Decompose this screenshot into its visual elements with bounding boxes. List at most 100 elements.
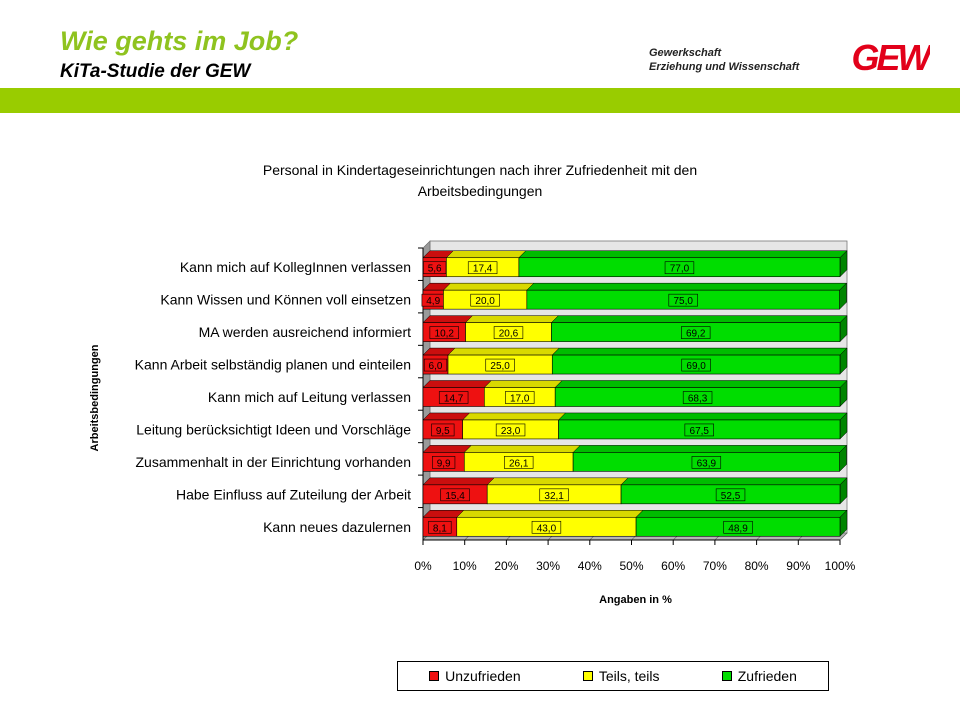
bar-segment-top bbox=[422, 412, 471, 421]
data-label-box bbox=[431, 423, 455, 437]
x-tick-label: 100% bbox=[825, 559, 856, 573]
data-label-box bbox=[681, 358, 711, 372]
data-label: 9,9 bbox=[437, 458, 451, 469]
bar-segment-top bbox=[422, 315, 474, 323]
bar-segment-top bbox=[422, 445, 472, 453]
bar-segment-teils-teils: 20,0 bbox=[442, 282, 535, 310]
org-name: Gewerkschaft Erziehung und Wissenschaft bbox=[649, 46, 799, 74]
bar-segment-top bbox=[422, 380, 492, 388]
legend-label-zufrieden: Zufrieden bbox=[737, 668, 797, 684]
x-axis-title: Angaben in % bbox=[599, 594, 672, 606]
data-label: 9,5 bbox=[436, 426, 450, 437]
x-tick-label: 70% bbox=[703, 559, 727, 573]
bar-segment-top bbox=[464, 315, 560, 323]
data-label: 68,3 bbox=[688, 394, 708, 405]
header-band bbox=[0, 88, 960, 113]
bar-segment-unzufrieden: 14,7 bbox=[422, 380, 492, 407]
bar-segment-unzufrieden: 15,4 bbox=[422, 477, 495, 505]
bar-segment-zufrieden: 48,9 bbox=[635, 509, 848, 537]
data-label-box bbox=[504, 456, 534, 469]
bar-segment-top bbox=[442, 282, 535, 291]
x-tick-label: 80% bbox=[745, 559, 769, 573]
data-label-box bbox=[428, 520, 452, 534]
data-label: 8,1 bbox=[433, 523, 447, 534]
bar-segment-unzufrieden: 8,1 bbox=[422, 510, 465, 537]
bar-segment-top bbox=[550, 315, 848, 323]
bar-segment-zufrieden: 77,0 bbox=[518, 250, 848, 278]
gew-logo: GEW bbox=[852, 37, 931, 78]
bar-segment-top bbox=[554, 380, 848, 388]
data-label-box bbox=[681, 326, 711, 339]
bar-segment-top bbox=[462, 412, 567, 421]
bar-segment-zufrieden: 63,9 bbox=[572, 444, 848, 472]
bar-segment-zufrieden: 69,2 bbox=[550, 315, 848, 343]
bar-segment-unzufrieden: 4,9 bbox=[421, 282, 452, 310]
bar-segment-zufrieden: 52,5 bbox=[620, 477, 848, 505]
data-label: 69,0 bbox=[686, 361, 706, 372]
data-label: 14,7 bbox=[444, 394, 464, 405]
bar-segment-teils-teils: 17,4 bbox=[445, 250, 527, 278]
data-label: 77,0 bbox=[670, 264, 690, 275]
gew-logo-text: GEW bbox=[852, 37, 931, 78]
x-tick-label: 40% bbox=[578, 559, 602, 573]
bar-segment-top bbox=[445, 250, 527, 258]
data-label: 10,2 bbox=[435, 329, 455, 340]
data-label: 25,0 bbox=[490, 361, 510, 372]
data-label: 26,1 bbox=[509, 458, 529, 469]
x-tick-label: 60% bbox=[661, 559, 685, 573]
data-label: 69,2 bbox=[686, 329, 706, 340]
data-label: 75,0 bbox=[673, 296, 693, 307]
data-label: 67,5 bbox=[690, 426, 710, 437]
bar-segment-zufrieden: 75,0 bbox=[526, 282, 848, 310]
legend-item-teils: Teils, teils bbox=[582, 668, 660, 684]
org-name-line1: Gewerkschaft bbox=[649, 47, 722, 59]
bar-segment-top bbox=[447, 347, 560, 356]
x-tick-label: 50% bbox=[619, 559, 643, 573]
page-subtitle: KiTa-Studie der GEW bbox=[60, 61, 251, 82]
bar-segment-teils-teils: 26,1 bbox=[463, 445, 581, 472]
x-tick-label: 0% bbox=[414, 559, 432, 573]
bar-segment-teils-teils: 17,0 bbox=[483, 380, 563, 407]
category-label: Leitung berücksichtigt Ideen und Vorschl… bbox=[136, 421, 411, 437]
bar-segment-top bbox=[620, 477, 848, 486]
data-label-box bbox=[467, 261, 498, 275]
x-tick-label: 10% bbox=[453, 559, 477, 573]
data-label-box bbox=[505, 391, 535, 404]
data-label: 20,6 bbox=[499, 329, 519, 340]
chart-legend: Unzufrieden Teils, teils Zufrieden bbox=[397, 661, 829, 691]
bar-segment-unzufrieden: 9,5 bbox=[422, 412, 471, 440]
bar-segment-top bbox=[422, 477, 495, 486]
data-label-box bbox=[691, 456, 722, 469]
x-tick-label: 30% bbox=[536, 559, 560, 573]
data-label: 5,6 bbox=[428, 264, 442, 275]
category-label: Habe Einfluss auf Zuteilung der Arbeit bbox=[176, 486, 411, 502]
bar-segment-top bbox=[526, 282, 848, 291]
legend-swatch-unzufrieden bbox=[429, 671, 440, 681]
data-label: 6,0 bbox=[429, 361, 443, 372]
bar-segment-top bbox=[463, 445, 581, 453]
category-label: Kann Wissen und Können voll einsetzen bbox=[160, 292, 411, 308]
data-label-box bbox=[682, 391, 713, 404]
bar-segment-zufrieden: 68,3 bbox=[554, 379, 848, 408]
data-label: 20,0 bbox=[475, 296, 495, 307]
data-label-box bbox=[723, 520, 753, 534]
bar-segment-top bbox=[456, 510, 644, 518]
chart-title: Personal in Kindertageseinrichtungen nac… bbox=[180, 160, 780, 202]
bar-segment-top bbox=[483, 380, 563, 388]
bar-segment-teils-teils: 23,0 bbox=[462, 412, 567, 440]
category-label: Kann mich auf Leitung verlassen bbox=[208, 389, 411, 405]
data-label-box bbox=[495, 423, 526, 437]
bar-segment-zufrieden: 67,5 bbox=[557, 412, 848, 440]
data-label-box bbox=[531, 520, 562, 534]
category-label: MA werden ausreichend informiert bbox=[199, 324, 412, 340]
bar-segment-top bbox=[518, 250, 848, 258]
data-label-box bbox=[429, 326, 459, 339]
legend-label-teils: Teils, teils bbox=[598, 668, 660, 684]
category-label: Kann neues dazulernen bbox=[263, 519, 411, 535]
data-label: 48,9 bbox=[728, 523, 748, 534]
category-label: Kann Arbeit selbständig planen und einte… bbox=[135, 357, 411, 373]
chart-title-line2: Arbeitsbedingungen bbox=[417, 183, 543, 199]
data-label: 52,5 bbox=[721, 491, 741, 502]
y-axis-title: Arbeitsbedingungen bbox=[89, 344, 101, 451]
page-title: Wie gehts im Job? bbox=[60, 26, 299, 56]
